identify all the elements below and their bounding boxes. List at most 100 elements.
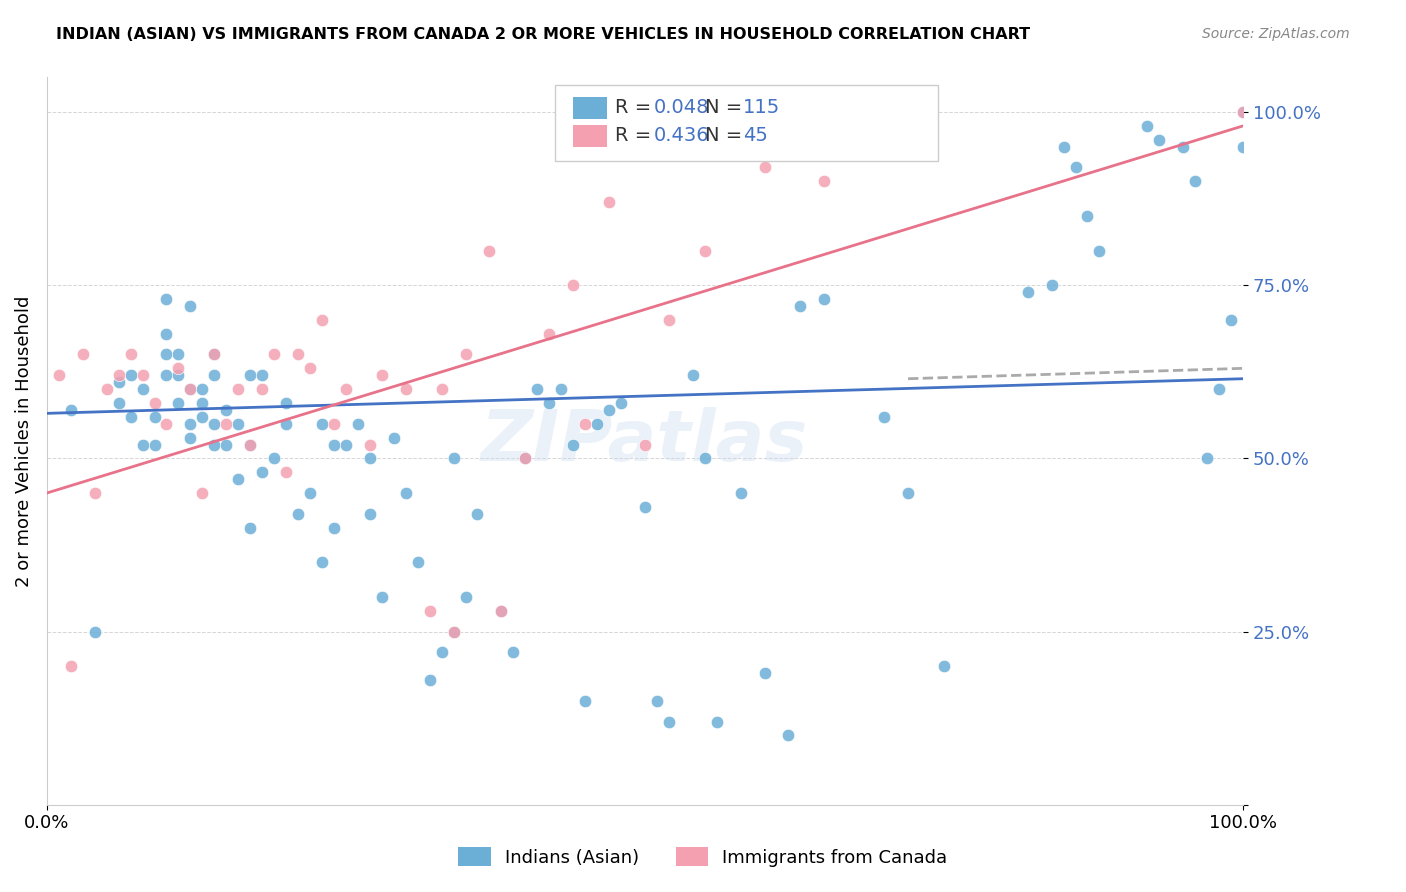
Point (1064, 161, 1087, 175)
Point (562, 278, 585, 293)
Text: 0.048: 0.048 (654, 98, 709, 118)
Point (107, 396, 129, 410)
Point (538, 326, 561, 341)
Point (491, 604, 513, 618)
Point (359, 451, 381, 466)
Point (299, 486, 322, 500)
Point (239, 521, 262, 535)
Point (202, 347, 225, 361)
Point (693, 244, 716, 258)
Point (658, 313, 681, 327)
Point (491, 604, 513, 618)
Point (215, 403, 238, 417)
Point (48, 368, 70, 383)
Point (1220, 313, 1243, 327)
Text: 45: 45 (742, 126, 768, 145)
Point (215, 437, 238, 451)
Point (274, 417, 297, 431)
Point (693, 451, 716, 466)
Point (239, 437, 262, 451)
Point (1232, 105, 1254, 120)
Point (335, 437, 357, 451)
Point (515, 451, 537, 466)
Point (1136, 119, 1159, 133)
Point (131, 368, 153, 383)
Point (202, 368, 225, 383)
Point (658, 714, 681, 729)
Point (311, 555, 333, 569)
Point (215, 417, 238, 431)
Point (107, 368, 129, 383)
Point (443, 624, 465, 639)
Point (813, 174, 835, 188)
Point (191, 396, 214, 410)
Point (226, 417, 249, 431)
FancyBboxPatch shape (574, 97, 606, 119)
Point (299, 361, 322, 376)
Point (311, 417, 333, 431)
Point (143, 409, 166, 424)
Point (406, 555, 429, 569)
Point (72, 347, 94, 361)
Point (155, 292, 177, 306)
Point (574, 694, 596, 708)
Point (550, 382, 572, 396)
Point (131, 382, 153, 396)
Point (323, 437, 346, 451)
Point (598, 403, 620, 417)
Text: 0.436: 0.436 (654, 126, 709, 145)
Text: R =: R = (614, 98, 658, 118)
Point (502, 645, 524, 659)
Point (526, 382, 548, 396)
Point (179, 299, 201, 313)
Point (120, 409, 142, 424)
Point (634, 500, 657, 514)
Point (143, 396, 166, 410)
FancyBboxPatch shape (574, 125, 606, 146)
Point (789, 299, 811, 313)
Point (167, 347, 190, 361)
Point (347, 417, 370, 431)
Point (897, 486, 920, 500)
Point (371, 368, 394, 383)
Point (202, 437, 225, 451)
Point (478, 244, 501, 258)
Y-axis label: 2 or more Vehicles in Household: 2 or more Vehicles in Household (15, 295, 32, 587)
Point (538, 396, 561, 410)
Point (167, 396, 190, 410)
Point (155, 368, 177, 383)
Point (167, 368, 190, 383)
Point (1017, 285, 1039, 300)
Point (179, 382, 201, 396)
Point (83, 486, 105, 500)
Point (191, 486, 214, 500)
Point (419, 673, 441, 687)
Point (1149, 133, 1171, 147)
Point (1208, 382, 1230, 396)
Point (250, 368, 273, 383)
Point (335, 382, 357, 396)
Point (395, 382, 418, 396)
Point (706, 714, 728, 729)
Point (382, 431, 405, 445)
Point (1232, 139, 1254, 153)
Point (645, 694, 668, 708)
Point (59, 403, 82, 417)
Point (730, 486, 752, 500)
Point (562, 437, 585, 451)
Text: Source: ZipAtlas.com: Source: ZipAtlas.com (1202, 27, 1350, 41)
Text: R =: R = (614, 126, 658, 145)
Point (1052, 139, 1074, 153)
Point (287, 347, 309, 361)
Point (107, 375, 129, 389)
Point (359, 437, 381, 451)
Point (1232, 105, 1254, 120)
Text: ZIPatlas: ZIPatlas (481, 407, 808, 475)
Point (754, 666, 776, 681)
Point (682, 368, 704, 383)
Point (131, 437, 153, 451)
Point (1040, 278, 1063, 293)
Point (191, 409, 214, 424)
Point (311, 313, 333, 327)
Point (59, 659, 82, 673)
